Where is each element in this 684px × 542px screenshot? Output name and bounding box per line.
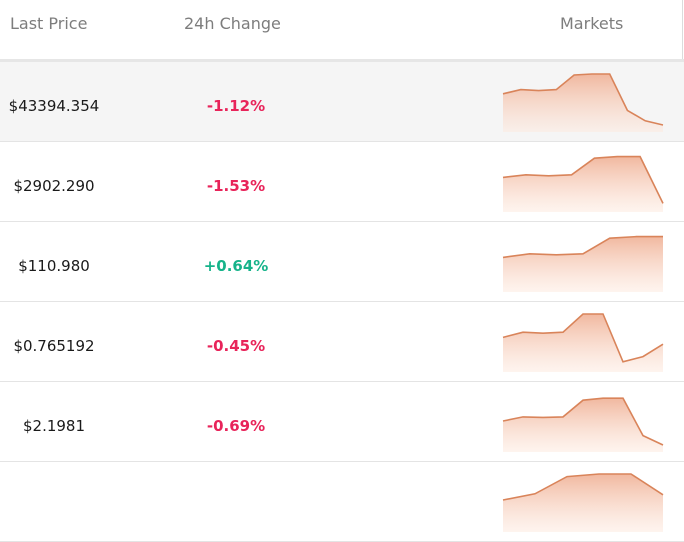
change-24h-value: -1.53% [206, 177, 266, 195]
sparkline-line [502, 313, 664, 363]
change-24h-value: +0.64% [203, 257, 269, 275]
table-header: Last Price 24h Change Markets [0, 0, 684, 62]
sparkline-area [503, 474, 663, 532]
table-row[interactable]: $43394.354 -1.12% [0, 62, 684, 142]
sparkline-area [503, 314, 663, 372]
market-sparkline [502, 73, 664, 132]
last-price-value: $2902.290 [13, 177, 95, 195]
sparkline-area [503, 398, 663, 452]
table-row[interactable]: $2.1981 -0.69% [0, 382, 684, 462]
table-row[interactable]: $110.980 +0.64% [0, 222, 684, 302]
change-24h-value: -0.69% [206, 417, 266, 435]
sparkline-line [502, 155, 664, 204]
column-header-last-price[interactable]: Last Price [10, 14, 88, 33]
sparkline-line [502, 235, 663, 259]
market-sparkline [502, 397, 664, 452]
sparkline-area [503, 236, 663, 292]
last-price-value: $110.980 [18, 257, 90, 275]
change-24h-value: -0.45% [206, 337, 266, 355]
scrollbar-track[interactable] [682, 0, 683, 59]
table-row[interactable]: $2902.290 -1.53% [0, 142, 684, 222]
market-sparkline [502, 313, 664, 372]
sparkline-area [503, 74, 663, 132]
market-sparkline [502, 473, 664, 532]
last-price-value: $2.1981 [22, 417, 86, 435]
last-price-value: $43394.354 [8, 97, 100, 115]
last-price-value: $0.765192 [13, 337, 95, 355]
table-row[interactable] [0, 462, 684, 542]
sparkline-line [502, 73, 664, 126]
change-24h-value: -1.12% [206, 97, 266, 115]
sparkline-line [502, 397, 664, 446]
column-header-24h-change[interactable]: 24h Change [184, 14, 281, 33]
market-sparkline [502, 235, 663, 292]
sparkline-area [503, 156, 663, 212]
column-header-markets[interactable]: Markets [560, 14, 624, 33]
table-row[interactable]: $0.765192 -0.45% [0, 302, 684, 382]
market-sparkline [502, 155, 664, 212]
